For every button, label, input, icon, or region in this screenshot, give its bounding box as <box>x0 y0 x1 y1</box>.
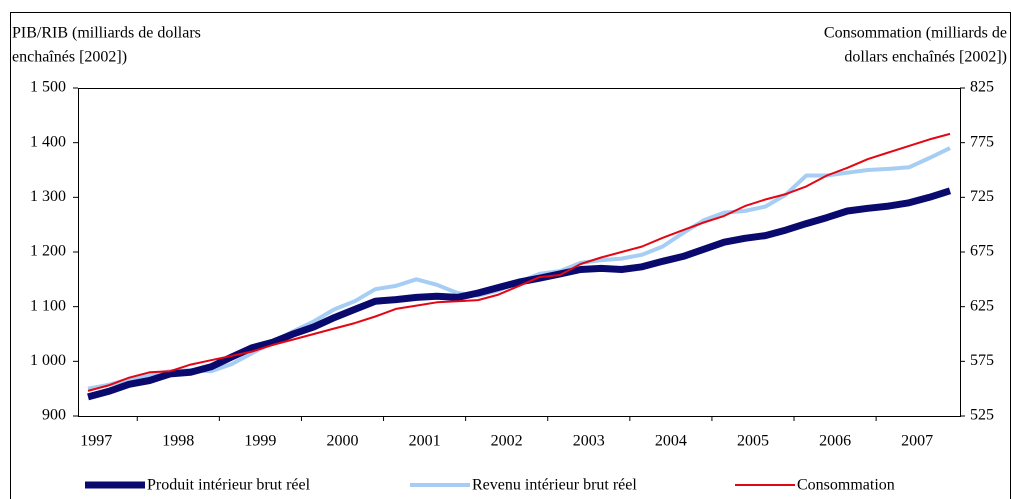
x-tick-label: 2004 <box>655 433 687 450</box>
y-tick-label: 1 100 <box>30 297 66 314</box>
y-tick-label: 1 000 <box>30 352 66 369</box>
y2-axis-title: Consommation (milliards de <box>824 25 1007 42</box>
legend-label: Consommation <box>797 477 895 494</box>
y-tick-label: 1 400 <box>30 133 66 150</box>
x-tick-label: 2001 <box>409 433 441 450</box>
y2-tick-label: 675 <box>970 243 994 260</box>
x-tick-label: 1997 <box>80 433 112 450</box>
y2-tick-label: 575 <box>970 352 994 369</box>
x-tick-label: 2005 <box>737 433 769 450</box>
x-tick-label: 2000 <box>326 433 358 450</box>
y2-tick-label: 775 <box>970 133 994 150</box>
y-tick-label: 900 <box>42 407 66 424</box>
y-tick-label: 1 300 <box>30 188 66 205</box>
y2-tick-label: 725 <box>970 188 994 205</box>
y-tick-label: 1 500 <box>30 79 66 96</box>
series-line <box>87 187 952 401</box>
y2-tick-label: 825 <box>970 79 994 96</box>
x-tick-label: 1998 <box>162 433 194 450</box>
x-tick-label: 1999 <box>244 433 276 450</box>
x-tick-label: 2006 <box>819 433 851 450</box>
y2-tick-label: 625 <box>970 297 994 314</box>
frame <box>10 12 1011 499</box>
series-line <box>87 146 951 391</box>
series-line <box>87 132 951 392</box>
y2-tick-label: 525 <box>970 407 994 424</box>
legend-label: Produit intérieur brut réel <box>147 477 311 494</box>
x-tick-label: 2003 <box>573 433 605 450</box>
y-axis-title: PIB/RIB (milliards de dollars <box>12 25 201 42</box>
x-tick-label: 2002 <box>491 433 523 450</box>
legend-label: Revenu intérieur brut réel <box>472 477 637 494</box>
y-axis-title: enchaînés [2002]) <box>12 49 127 66</box>
x-tick-label: 2007 <box>901 433 933 450</box>
y-tick-label: 1 200 <box>30 243 66 260</box>
y2-axis-title: dollars enchaînés [2002]) <box>844 49 1007 66</box>
